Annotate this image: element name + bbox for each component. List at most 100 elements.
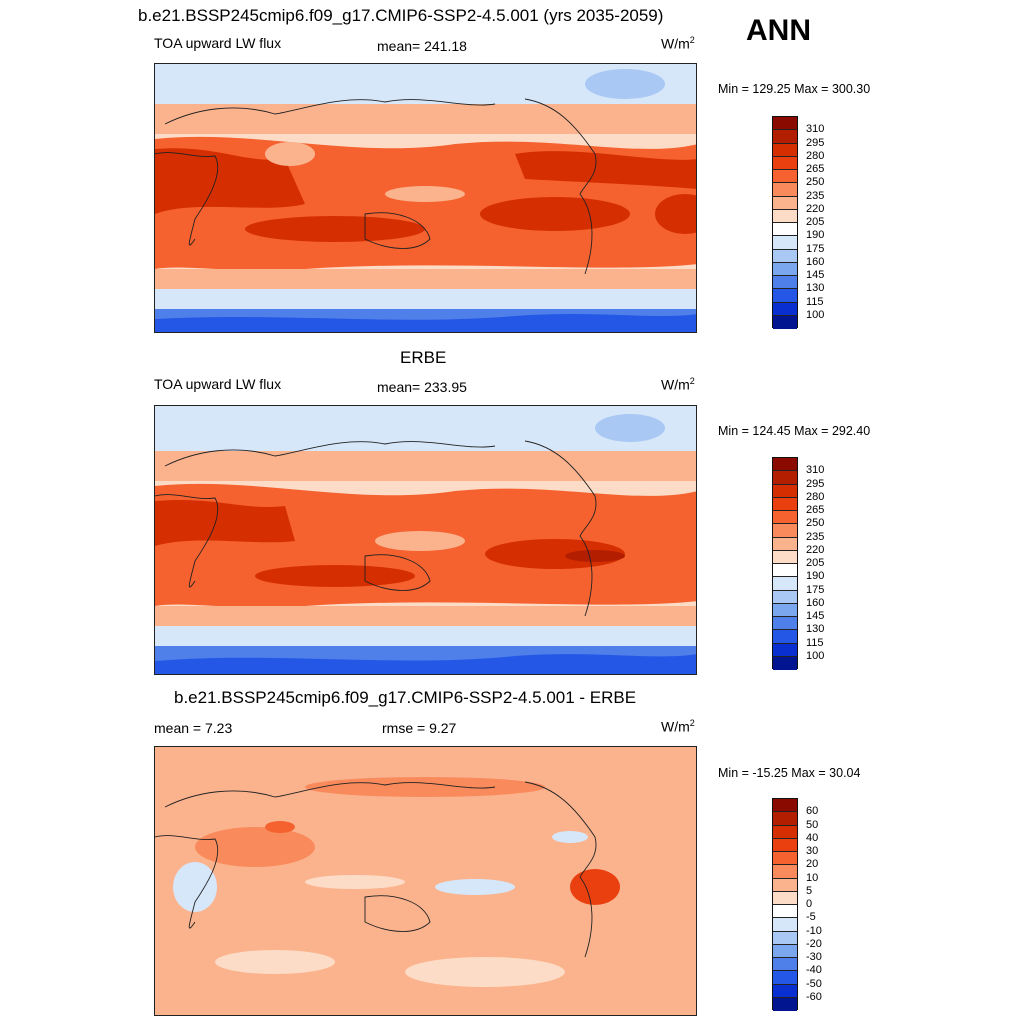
colorbar-swatch [773,117,797,131]
colorbar-swatch [773,236,797,250]
colorbar-swatch [773,497,797,511]
colorbar-swatch [773,905,797,919]
colorbar-tick-label: 0 [806,898,813,910]
colorbar-swatch [773,130,797,144]
colorbar-tick-label: 220 [806,202,825,215]
colorbar-tick-label: 295 [806,477,825,490]
colorbar-tick-label: 190 [806,229,825,242]
panel-obs-title: ERBE [400,348,447,367]
colorbar-swatch [773,315,797,329]
colorbar-tick-label: 190 [806,570,825,583]
colorbar-swatch [773,471,797,485]
colorbar-swatch [773,931,797,945]
colorbar-tick-label: -5 [806,911,816,924]
colorbar-swatch [773,484,797,498]
colorbar-tick-label: 295 [806,136,825,149]
colorbar-swatch [773,289,797,303]
colorbar-swatch [773,524,797,538]
colorbar-tick-label: 175 [806,583,825,596]
panel-model-minmax: Min = 129.25 Max = 300.30 [718,82,871,96]
panel-model-variable-label: TOA upward LW flux [154,35,282,51]
colorbar-swatch [773,564,797,578]
colorbar-swatch [773,984,797,998]
colorbar-tick-label: 100 [806,649,825,662]
colorbar-tick-label: 310 [806,123,825,136]
colorbar-swatch [773,209,797,223]
colorbar-tick-label: 145 [806,610,825,622]
colorbar-swatch [773,196,797,210]
colorbar-tick-label: 115 [806,295,824,308]
colorbar-swatch [773,643,797,657]
colorbar-swatch [773,812,797,826]
colorbar-swatch [773,511,797,525]
colorbar-swatch [773,997,797,1011]
colorbar-tick-label: 5 [806,884,813,897]
panel-obs-mean-label: mean= 233.95 [377,379,467,395]
panel-model-mean-label: mean= 241.18 [377,38,467,54]
colorbar-swatch [773,170,797,184]
panel-diff-minmax: Min = -15.25 Max = 30.04 [718,766,861,780]
panel-diff-contour-field [155,747,696,1015]
colorbar-tick-label: 100 [806,308,825,321]
panel-obs-colorbar [772,457,798,670]
colorbar-swatch [773,865,797,879]
colorbar-tick-label: 60 [806,805,819,818]
panel-obs-minmax: Min = 124.45 Max = 292.40 [718,424,871,438]
panel-diff-rmse-label: rmse = 9.27 [382,720,457,736]
panel-obs-units: W/m2 [661,376,695,393]
colorbar-tick-label: 40 [806,831,819,844]
colorbar-tick-label: 145 [806,269,825,281]
panel-diff-map [154,746,697,1016]
colorbar-tick-label: 205 [806,557,825,569]
colorbar-swatch [773,550,797,564]
colorbar-swatch [773,630,797,644]
colorbar-tick-label: 265 [806,163,825,175]
colorbar-tick-label: 310 [806,464,825,477]
colorbar-tick-label: 205 [806,216,825,228]
colorbar-swatch [773,262,797,276]
colorbar-swatch [773,656,797,670]
colorbar-swatch [773,223,797,237]
colorbar-swatch [773,918,797,932]
colorbar-swatch [773,577,797,591]
colorbar-tick-label: 280 [806,490,825,503]
colorbar-tick-label: 20 [806,858,819,871]
colorbar-tick-label: -30 [806,951,822,963]
colorbar-tick-label: 160 [806,596,825,609]
panel-diff-units: W/m2 [661,718,695,735]
colorbar-tick-label: 160 [806,255,825,268]
panel-obs-contour-field [155,406,696,674]
colorbar-swatch [773,838,797,852]
colorbar-swatch [773,458,797,472]
colorbar-tick-label: -50 [806,977,822,990]
colorbar-swatch [773,825,797,839]
colorbar-swatch [773,971,797,985]
panel-obs-map [154,405,697,675]
colorbar-tick-label: 265 [806,504,825,516]
panel-diff-colorbar [772,798,798,1011]
colorbar-swatch [773,183,797,197]
colorbar-tick-label: 220 [806,543,825,556]
colorbar-swatch [773,143,797,157]
season-label: ANN [746,14,811,47]
colorbar-swatch [773,878,797,892]
colorbar-swatch [773,852,797,866]
colorbar-tick-label: 10 [806,871,819,884]
colorbar-tick-label: 115 [806,636,824,649]
colorbar-tick-label: 175 [806,242,825,255]
colorbar-swatch [773,537,797,551]
colorbar-tick-label: -60 [806,990,822,1003]
colorbar-tick-label: 130 [806,282,825,295]
colorbar-swatch [773,617,797,631]
colorbar-swatch [773,958,797,972]
panel-model-map [154,63,697,333]
colorbar-tick-label: -10 [806,924,822,937]
colorbar-tick-label: 250 [806,517,825,530]
colorbar-tick-label: 235 [806,530,825,543]
colorbar-swatch [773,302,797,316]
panel-model-contour-field [155,64,696,332]
colorbar-tick-label: 250 [806,176,825,189]
colorbar-tick-label: 30 [806,845,819,857]
colorbar-swatch [773,603,797,617]
panel-model-colorbar [772,116,798,329]
